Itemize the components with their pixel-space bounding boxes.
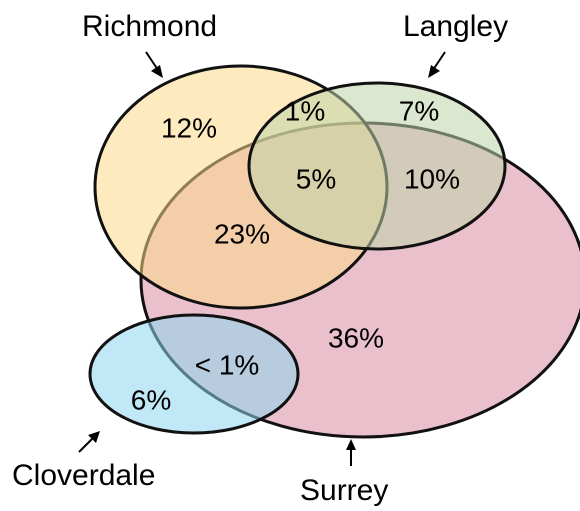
langley-arrow [428,51,446,78]
cloverdale-arrow [78,431,100,453]
surrey-label: Surrey [300,474,388,507]
region-all-three: 5% [296,163,336,194]
region-cloverdale-only: 6% [131,384,171,415]
region-richmond-surrey: 23% [214,218,270,249]
region-richmond-langley: 1% [285,95,325,126]
region-richmond-only: 12% [161,112,217,143]
langley-label: Langley [403,10,508,43]
langley-ellipse [247,81,507,251]
richmond-label: Richmond [82,10,217,43]
region-surrey-only: 36% [328,322,384,353]
region-cloverdale-surrey: < 1% [195,349,260,380]
cloverdale-label: Cloverdale [12,459,155,492]
surrey-arrow [346,439,356,466]
richmond-arrow [145,51,163,78]
region-langley-surrey: 10% [404,163,460,194]
region-langley-only: 7% [399,95,439,126]
cloverdale-ellipse [88,313,300,435]
